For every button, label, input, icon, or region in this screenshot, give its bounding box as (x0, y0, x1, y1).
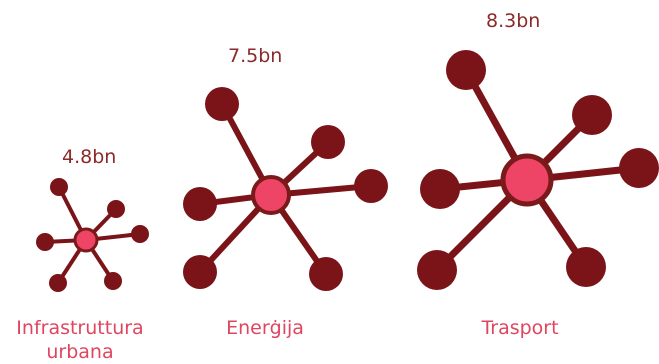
category-label-line: urbana (46, 341, 114, 363)
value-label: 8.3bn (486, 10, 541, 32)
node (572, 95, 612, 135)
category-label: Enerġija (200, 316, 330, 340)
hub (500, 153, 554, 207)
category-label: Trasport (450, 316, 590, 340)
node (205, 87, 239, 121)
node (183, 255, 217, 289)
node (309, 257, 343, 291)
node (49, 274, 67, 292)
node (619, 148, 659, 188)
node (354, 169, 388, 203)
node (420, 169, 460, 209)
value-label: 7.5bn (228, 45, 283, 67)
hub (251, 175, 291, 215)
node (36, 233, 54, 251)
node (446, 50, 486, 90)
value-label: 4.8bn (62, 146, 117, 168)
category-label-line: Infrastruttura (16, 317, 144, 339)
network-infrastruttura-urbana (36, 178, 149, 292)
category-label: Infrastruttura urbana (0, 316, 160, 364)
node (50, 178, 68, 196)
hub (73, 227, 99, 253)
category-label-line: Enerġija (226, 317, 304, 339)
category-label-line: Trasport (481, 317, 559, 339)
node (104, 272, 122, 290)
node (183, 187, 217, 221)
node (131, 225, 149, 243)
node (417, 250, 457, 290)
node (107, 200, 125, 218)
node (566, 247, 606, 287)
node (311, 125, 345, 159)
network-energija (183, 87, 388, 291)
network-trasport (417, 50, 659, 290)
